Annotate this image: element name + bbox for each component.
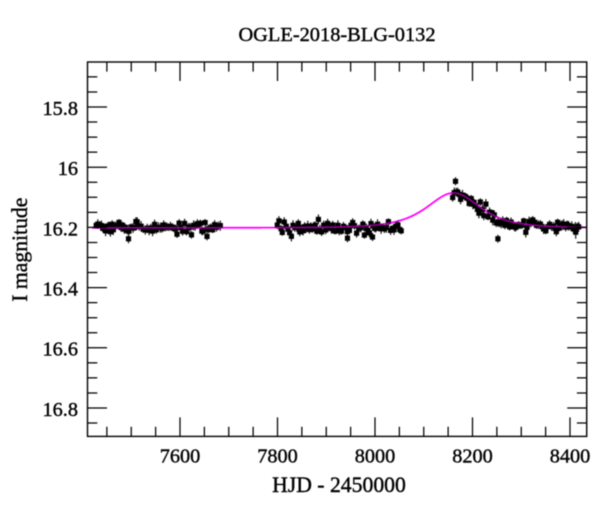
svg-text:8400: 8400 <box>550 445 591 467</box>
svg-text:8000: 8000 <box>355 445 396 467</box>
svg-text:16.2: 16.2 <box>43 218 79 240</box>
svg-text:16: 16 <box>58 158 78 180</box>
svg-text:8200: 8200 <box>452 445 493 467</box>
svg-text:16.6: 16.6 <box>43 339 79 361</box>
svg-text:I magnitude: I magnitude <box>8 198 32 302</box>
svg-text:OGLE-2018-BLG-0132: OGLE-2018-BLG-0132 <box>238 24 435 46</box>
svg-text:16.8: 16.8 <box>43 399 79 421</box>
svg-text:16.4: 16.4 <box>43 279 79 301</box>
svg-text:15.8: 15.8 <box>43 98 79 120</box>
svg-text:HJD - 2450000: HJD - 2450000 <box>272 473 406 497</box>
svg-text:7600: 7600 <box>160 445 201 467</box>
svg-text:7800: 7800 <box>257 445 298 467</box>
